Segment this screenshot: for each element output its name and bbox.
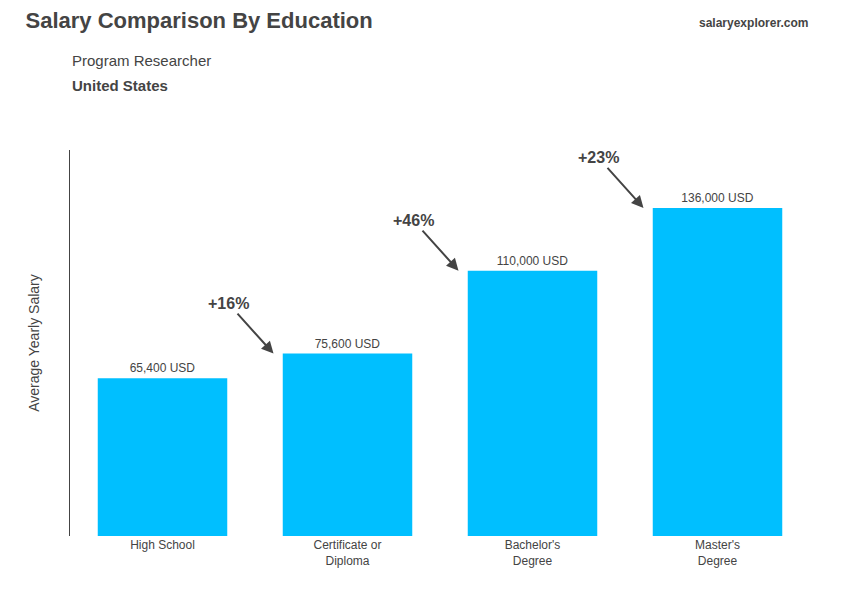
svg-text:65,400 USD: 65,400 USD: [130, 361, 196, 375]
svg-text:Program Researcher: Program Researcher: [72, 52, 211, 69]
svg-text:High School: High School: [130, 538, 195, 552]
svg-text:Salary Comparison By Education: Salary Comparison By Education: [26, 8, 373, 33]
svg-text:110,000 USD: 110,000 USD: [497, 254, 568, 268]
svg-text:136,000 USD: 136,000 USD: [681, 191, 753, 205]
svg-text:United States: United States: [72, 77, 168, 94]
svg-text:+46%: +46%: [393, 212, 434, 229]
svg-text:Certificate orDiploma: Certificate orDiploma: [313, 538, 381, 568]
svg-text:Bachelor'sDegree: Bachelor'sDegree: [505, 538, 561, 568]
svg-text:75,600 USD: 75,600 USD: [315, 337, 381, 351]
svg-text:salaryexplorer.com: salaryexplorer.com: [699, 16, 808, 30]
svg-text:Average Yearly Salary: Average Yearly Salary: [26, 274, 42, 412]
svg-text:Master'sDegree: Master'sDegree: [695, 538, 740, 568]
svg-text:+16%: +16%: [208, 295, 249, 312]
svg-text:+23%: +23%: [578, 149, 619, 166]
